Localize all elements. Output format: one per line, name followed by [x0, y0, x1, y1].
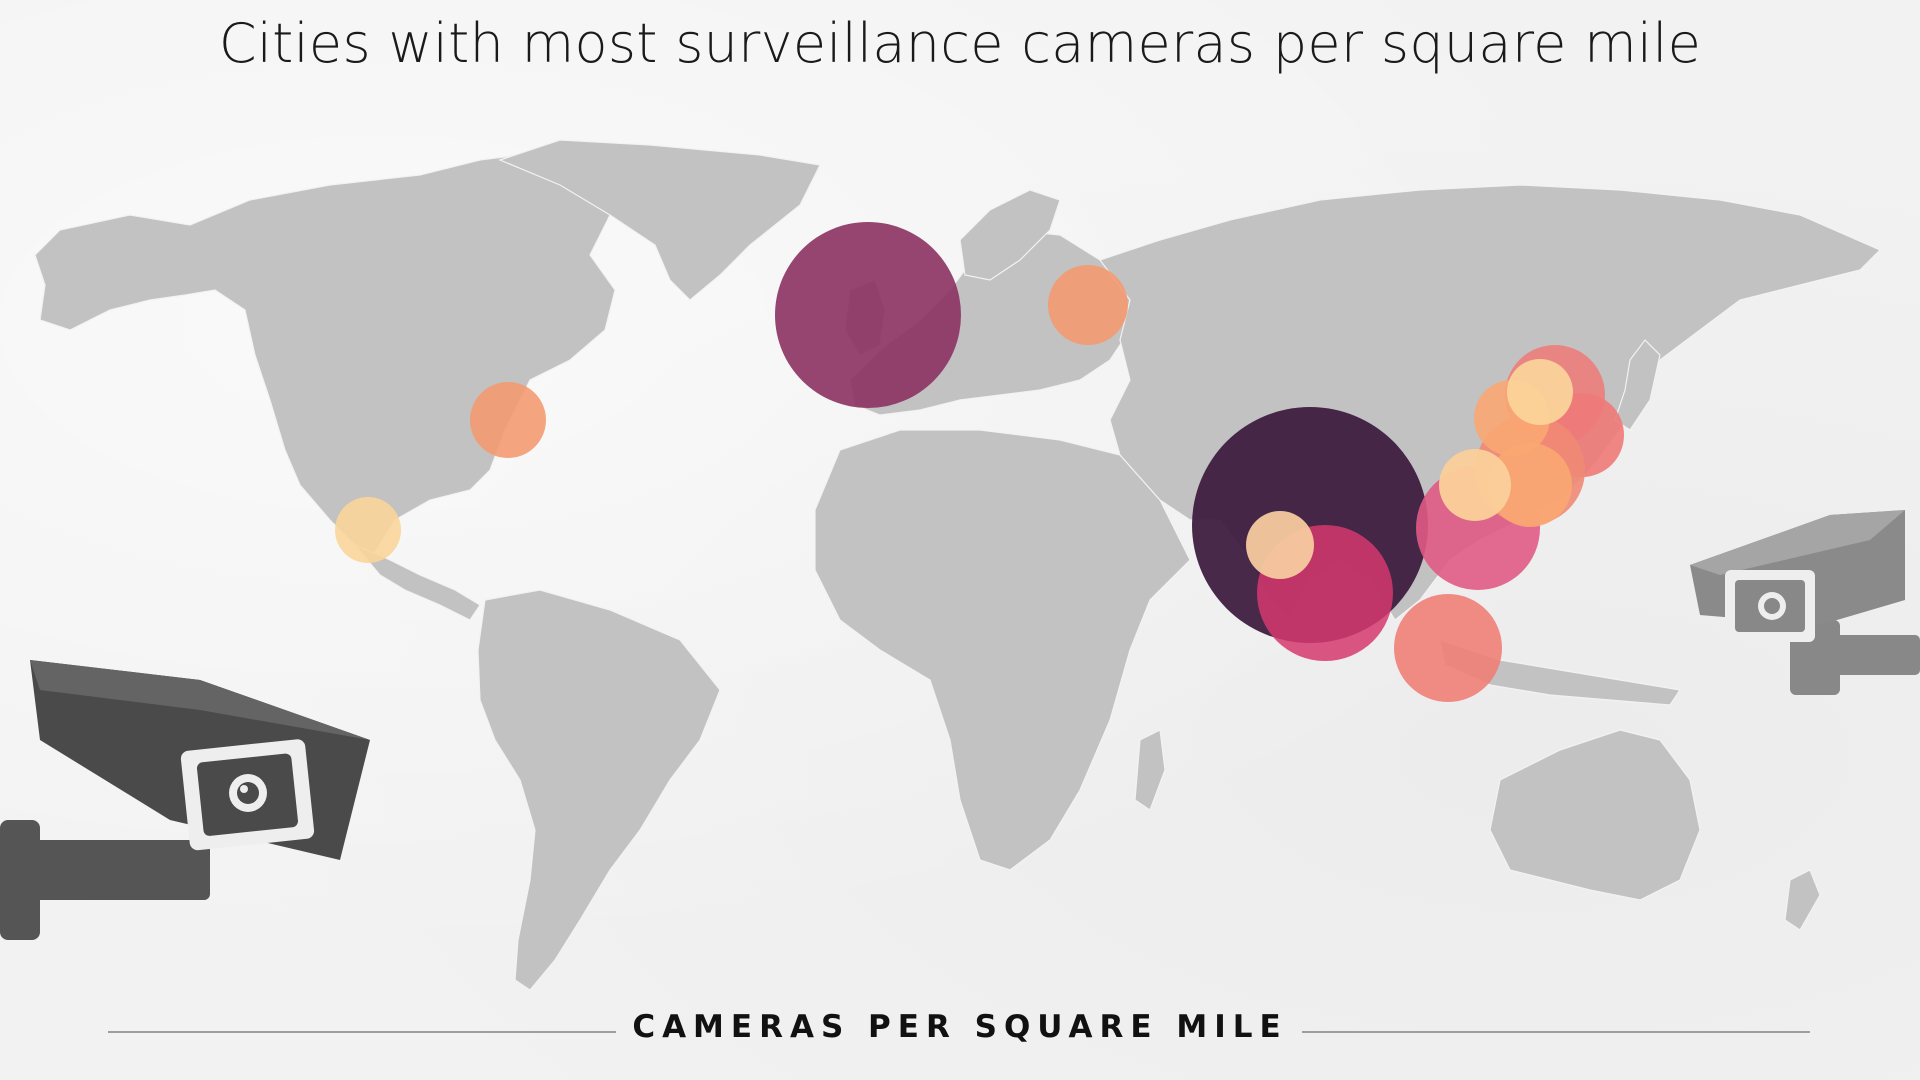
- north-america: [34, 149, 616, 561]
- new-zealand: [1784, 869, 1821, 931]
- greenland: [498, 139, 821, 301]
- bubble-atlanta: [470, 382, 546, 458]
- bubble-moscow: [1048, 265, 1128, 345]
- page-title: Cities with most surveillance cameras pe…: [218, 12, 1702, 75]
- bubble-chennai: [1246, 511, 1314, 579]
- central-america: [354, 544, 481, 621]
- security-camera-icon-left: [0, 660, 370, 940]
- legend-label: CAMERAS PER SQUARE MILE: [632, 1009, 1288, 1045]
- bubble-mexico-city: [335, 497, 401, 563]
- bubble-guangzhou: [1488, 443, 1572, 527]
- scandinavia: [959, 189, 1061, 281]
- bubble-london: [775, 222, 961, 408]
- madagascar: [1134, 729, 1166, 811]
- australia: [1489, 729, 1701, 901]
- legend-rule-left: [108, 1031, 616, 1033]
- south-america: [477, 589, 721, 991]
- bubble-shenzhen: [1439, 449, 1511, 521]
- africa: [814, 429, 1191, 871]
- legend-rule-right: [1302, 1031, 1810, 1033]
- security-camera-icon-right: [1690, 510, 1920, 695]
- japan: [1614, 339, 1661, 431]
- bubble-singapore: [1394, 594, 1502, 702]
- bubble-tianjin: [1507, 359, 1573, 425]
